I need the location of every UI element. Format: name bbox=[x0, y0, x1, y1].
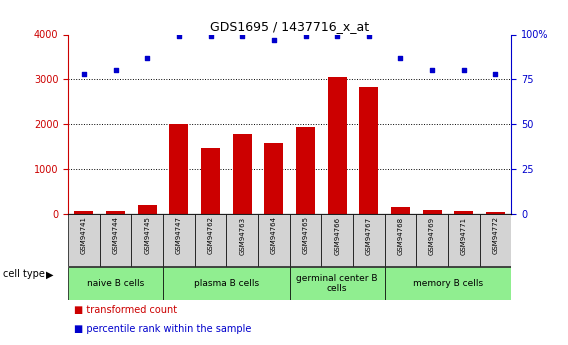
Bar bbox=[290, 214, 321, 266]
Point bbox=[206, 33, 215, 39]
Bar bbox=[321, 214, 353, 266]
Title: GDS1695 / 1437716_x_at: GDS1695 / 1437716_x_at bbox=[210, 20, 369, 33]
Bar bbox=[454, 211, 473, 214]
Bar bbox=[74, 211, 94, 214]
Bar bbox=[385, 214, 416, 266]
Text: GSM94771: GSM94771 bbox=[461, 217, 467, 255]
Bar bbox=[138, 205, 157, 214]
Point bbox=[396, 55, 405, 61]
Bar bbox=[264, 143, 283, 214]
Point bbox=[491, 71, 500, 77]
Text: GSM94747: GSM94747 bbox=[176, 217, 182, 255]
Point bbox=[237, 33, 247, 39]
Text: GSM94764: GSM94764 bbox=[271, 217, 277, 255]
Text: GSM94762: GSM94762 bbox=[207, 217, 214, 255]
Bar bbox=[195, 214, 227, 266]
Point bbox=[301, 33, 310, 39]
Point bbox=[428, 68, 437, 73]
Text: GSM94767: GSM94767 bbox=[366, 217, 372, 255]
Bar bbox=[416, 214, 448, 266]
Bar bbox=[423, 210, 441, 214]
Bar bbox=[227, 214, 258, 266]
Bar bbox=[391, 207, 410, 214]
Text: GSM94741: GSM94741 bbox=[81, 217, 87, 255]
Text: GSM94769: GSM94769 bbox=[429, 217, 435, 255]
Bar bbox=[290, 267, 385, 300]
Text: GSM94765: GSM94765 bbox=[303, 217, 308, 255]
Bar bbox=[353, 214, 385, 266]
Point bbox=[459, 68, 468, 73]
Point bbox=[333, 33, 342, 39]
Text: ▶: ▶ bbox=[47, 269, 54, 279]
Bar bbox=[385, 267, 511, 300]
Text: GSM94745: GSM94745 bbox=[144, 217, 151, 254]
Point bbox=[269, 37, 278, 43]
Point bbox=[364, 33, 373, 39]
Text: germinal center B
cells: germinal center B cells bbox=[296, 274, 378, 294]
Bar bbox=[169, 124, 189, 214]
Bar bbox=[296, 127, 315, 214]
Bar bbox=[448, 214, 479, 266]
Bar bbox=[68, 267, 163, 300]
Bar bbox=[100, 214, 131, 266]
Bar bbox=[486, 212, 505, 214]
Bar bbox=[360, 87, 378, 214]
Text: GSM94744: GSM94744 bbox=[112, 217, 119, 254]
Text: memory B cells: memory B cells bbox=[413, 279, 483, 288]
Text: cell type: cell type bbox=[3, 269, 45, 279]
Text: GSM94766: GSM94766 bbox=[334, 217, 340, 255]
Text: naive B cells: naive B cells bbox=[87, 279, 144, 288]
Bar bbox=[233, 134, 252, 214]
Bar bbox=[163, 267, 290, 300]
Bar bbox=[201, 148, 220, 214]
Point bbox=[80, 71, 89, 77]
Bar bbox=[131, 214, 163, 266]
Text: plasma B cells: plasma B cells bbox=[194, 279, 259, 288]
Point bbox=[143, 55, 152, 61]
Text: ■ transformed count: ■ transformed count bbox=[74, 305, 177, 315]
Point bbox=[111, 68, 120, 73]
Text: GSM94763: GSM94763 bbox=[239, 217, 245, 255]
Bar bbox=[479, 214, 511, 266]
Text: GSM94772: GSM94772 bbox=[492, 217, 498, 255]
Text: GSM94768: GSM94768 bbox=[398, 217, 403, 255]
Bar bbox=[258, 214, 290, 266]
Point bbox=[174, 33, 183, 39]
Bar bbox=[106, 211, 125, 214]
Text: ■ percentile rank within the sample: ■ percentile rank within the sample bbox=[74, 324, 251, 334]
Bar bbox=[328, 77, 346, 214]
Bar bbox=[68, 214, 100, 266]
Bar bbox=[163, 214, 195, 266]
